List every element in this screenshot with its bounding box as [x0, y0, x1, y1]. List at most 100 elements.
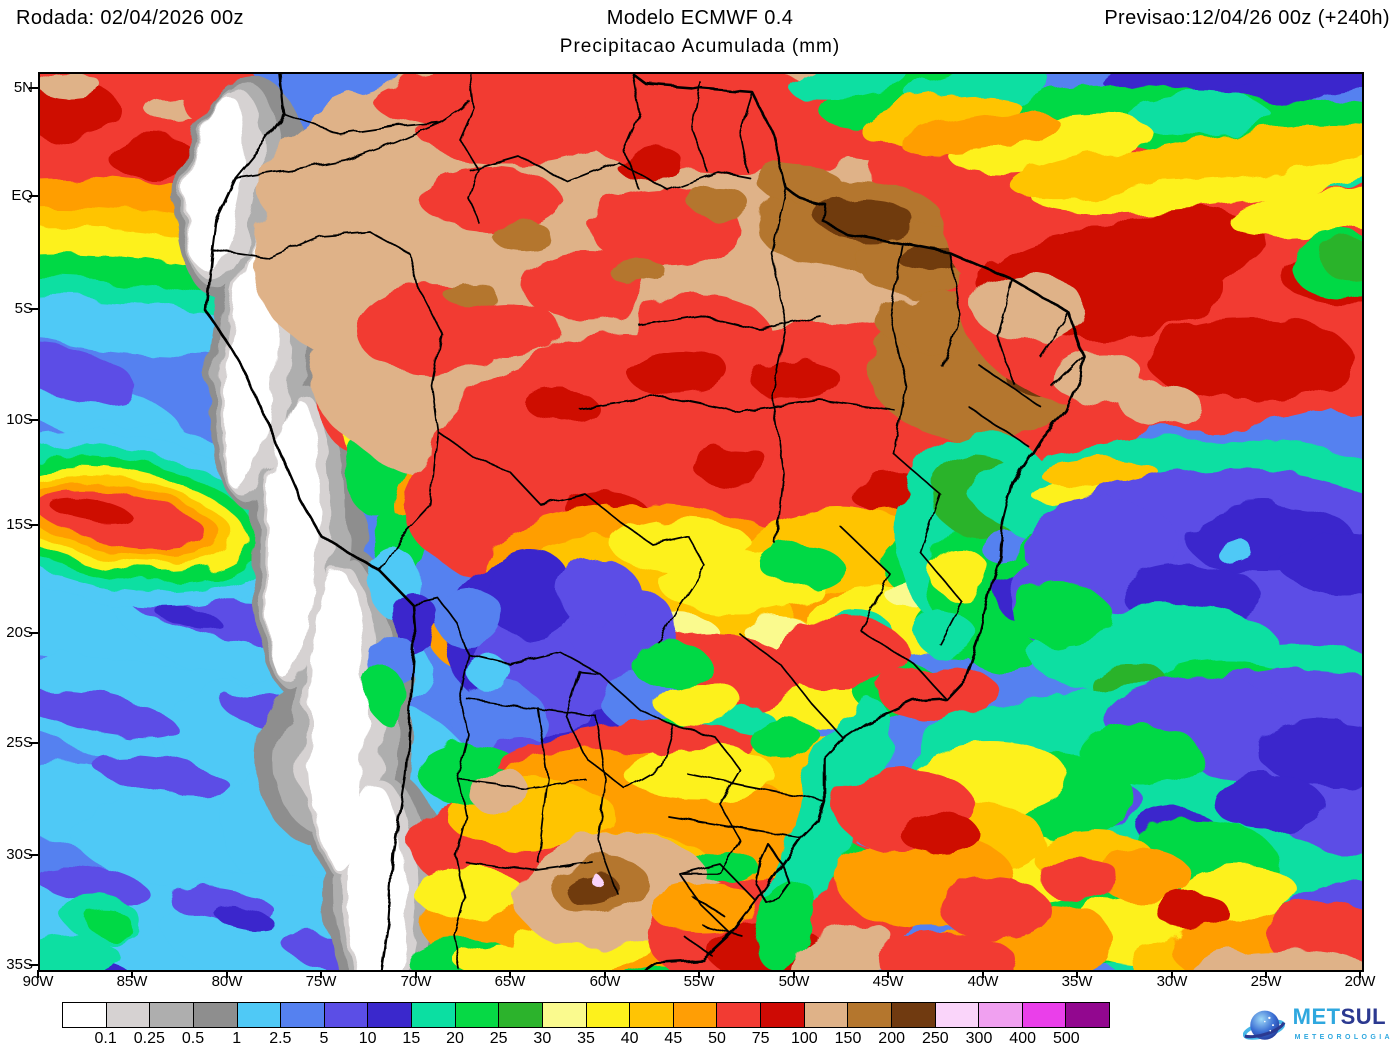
- precip-region: [690, 446, 770, 482]
- lat-tick-mark: [29, 742, 38, 744]
- colorbar-cell: [630, 1003, 674, 1027]
- border-line: [997, 279, 1015, 385]
- precip-region: [310, 569, 366, 869]
- precip-region: [365, 668, 405, 720]
- lon-tick-label: 65W: [494, 973, 526, 990]
- border-line: [691, 81, 709, 173]
- border-line: [379, 431, 439, 572]
- lat-tick-mark: [29, 524, 38, 526]
- precip-region: [615, 148, 685, 180]
- lon-tick-mark: [1359, 970, 1361, 978]
- lon-tick-label: 55W: [683, 973, 715, 990]
- lon-tick-mark: [1171, 970, 1173, 978]
- colorbar-cell: [586, 1003, 631, 1027]
- precip-region: [655, 682, 745, 726]
- precip-region: [880, 664, 1000, 724]
- precip-region: [1020, 499, 1180, 589]
- colorbar-threshold-label: 500: [1052, 1030, 1080, 1047]
- lon-tick-mark: [509, 970, 511, 978]
- precip-region: [610, 516, 750, 572]
- lat-tick-label: 5N: [13, 79, 33, 96]
- colorbar-threshold-label: 10: [358, 1030, 377, 1047]
- lagoon-outline: [755, 843, 791, 903]
- precipitation-blobs: [40, 74, 1362, 970]
- lon-tick-mark: [887, 970, 889, 978]
- colorbar-labels: 0.1 0.25 0.5 1 2.5 5 10 15 20 25 30 35 40 45 50 75 100 15…: [62, 1030, 1110, 1050]
- border-line: [469, 155, 751, 191]
- lon-tick-mark: [320, 970, 322, 978]
- precip-region: [40, 296, 252, 356]
- precip-region: [485, 549, 575, 639]
- logo-met-text: MET: [1292, 1003, 1341, 1029]
- colorbar-threshold-label: 30: [533, 1030, 552, 1047]
- precipitation-colorbar: [62, 1002, 1110, 1028]
- precip-region: [490, 220, 550, 248]
- precip-region: [790, 74, 910, 102]
- colorbar-cell: [979, 1003, 1023, 1027]
- precip-region: [900, 814, 980, 854]
- border-line: [691, 895, 725, 917]
- lon-tick-mark: [604, 970, 606, 978]
- colorbar-threshold-label: 200: [878, 1030, 906, 1047]
- precip-region: [1055, 351, 1145, 407]
- lat-tick-label: 30S: [6, 846, 33, 863]
- lon-tick-label: 20W: [1344, 973, 1376, 990]
- precip-region: [628, 350, 732, 398]
- border-line: [979, 365, 1041, 407]
- lon-tick-label: 80W: [211, 973, 243, 990]
- colorbar-threshold-label: 250: [921, 1030, 949, 1047]
- logo-sul-text: SUL: [1340, 1003, 1387, 1029]
- precip-region: [468, 658, 512, 690]
- lat-tick-mark: [29, 419, 38, 421]
- precip-region: [1215, 776, 1325, 832]
- precip-region: [1155, 889, 1225, 929]
- lon-tick-mark: [1076, 970, 1078, 978]
- precip-region: [940, 879, 1050, 939]
- precip-region: [625, 746, 775, 802]
- colorbar-threshold-label: 20: [446, 1030, 464, 1047]
- colorbar-threshold-label: 45: [664, 1030, 683, 1047]
- lon-tick-mark: [37, 970, 39, 978]
- logo-subtitle-text: METEOROLOGIA: [1294, 1033, 1393, 1041]
- colorbar-cell: [63, 1003, 107, 1027]
- border-line: [459, 779, 587, 789]
- precip-region: [415, 869, 525, 919]
- precip-region: [50, 498, 134, 526]
- lon-tick-label: 85W: [116, 973, 148, 990]
- lon-tick-label: 45W: [872, 973, 904, 990]
- colorbar-threshold-label: 1: [232, 1030, 242, 1047]
- lon-tick-label: 70W: [400, 973, 432, 990]
- colorbar-threshold-label: 0.1: [94, 1030, 117, 1047]
- colorbar-cell: [193, 1003, 238, 1027]
- colorbar-cell: [673, 1003, 718, 1027]
- colorbar-threshold-label: 0.5: [181, 1030, 205, 1047]
- precip-region: [1280, 534, 1362, 594]
- colorbar-cell: [412, 1003, 456, 1027]
- precip-region: [1215, 542, 1255, 562]
- precip-region: [630, 642, 710, 686]
- border-line: [465, 861, 593, 871]
- border-line: [623, 74, 641, 191]
- precip-region: [750, 359, 840, 399]
- precip-region: [470, 768, 530, 816]
- precip-region: [110, 137, 200, 181]
- border-line: [234, 101, 471, 179]
- lon-tick-label: 25W: [1250, 973, 1282, 990]
- lon-tick-mark: [1265, 970, 1267, 978]
- border-line: [771, 187, 787, 545]
- chart-subtitle: Precipitacao Acumulada (mm): [559, 36, 841, 57]
- precip-region: [1040, 857, 1120, 901]
- precip-region: [1130, 94, 1270, 134]
- precip-region: [1230, 190, 1362, 238]
- precip-region: [787, 921, 893, 970]
- colorbar-threshold-label: 15: [402, 1030, 421, 1047]
- precip-region: [1120, 382, 1200, 426]
- lon-tick-mark: [698, 970, 700, 978]
- precip-region: [455, 944, 575, 970]
- lat-tick-mark: [29, 308, 38, 310]
- lon-tick-label: 35W: [1061, 973, 1093, 990]
- colorbar-threshold-label: 150: [834, 1030, 862, 1047]
- precip-region: [40, 863, 150, 905]
- precip-region: [1145, 319, 1355, 399]
